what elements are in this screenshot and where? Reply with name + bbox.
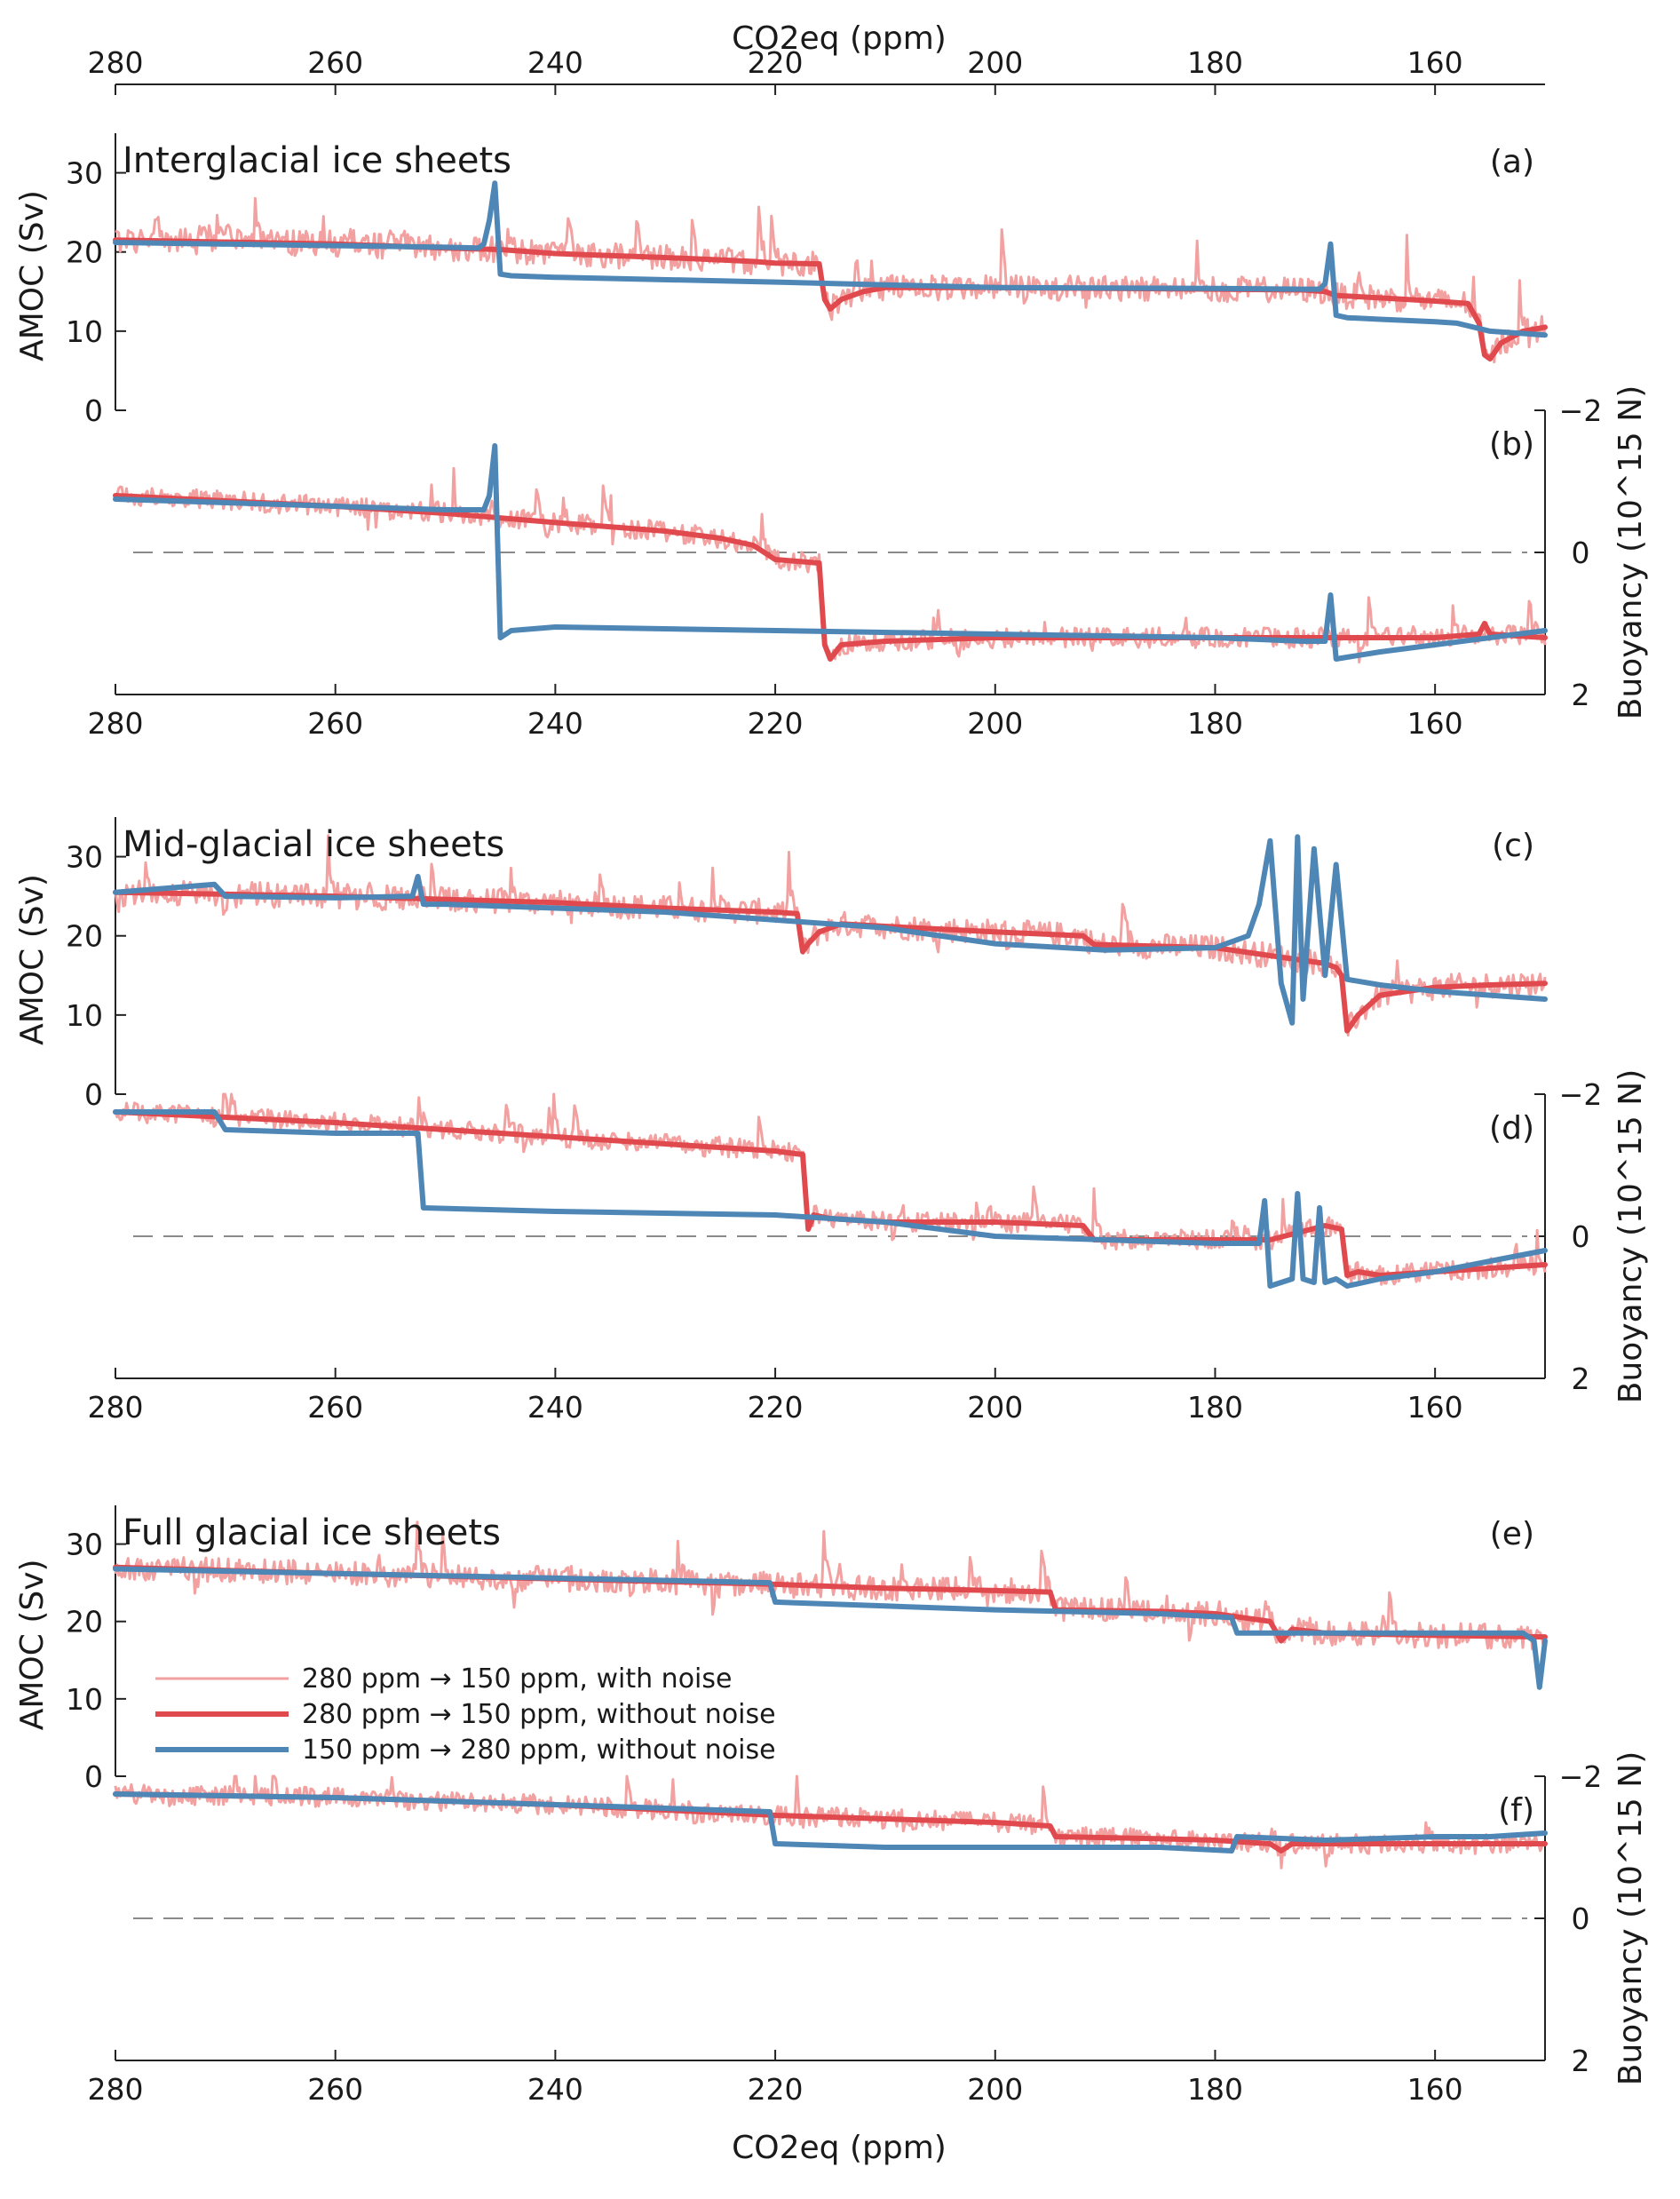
x-tick-label: 220 — [748, 706, 804, 741]
x-tick-label: 160 — [1407, 1390, 1463, 1425]
y-tick-label: 2 — [1572, 2044, 1590, 2078]
y-tick-label: 2 — [1572, 678, 1590, 712]
series-backward-line — [113, 443, 1548, 662]
series-forward-line — [113, 889, 1548, 1034]
series-backward-line — [113, 834, 1548, 1026]
series-backward-line — [113, 1566, 1548, 1690]
panel-letter: (f) — [1498, 1792, 1534, 1829]
series-forward-line — [113, 1109, 1548, 1278]
panel-d: −2 0 2 280 260 240 220 200 180 160 Buoyancy (10^15… — [88, 1069, 1650, 1425]
y-tick-label: 0 — [1572, 1901, 1590, 1936]
legend-label-noise: 280 ppm → 150 ppm, with noise — [302, 1663, 732, 1695]
series-backward-line — [113, 1791, 1548, 1854]
x-tick-label: 280 — [88, 706, 144, 741]
y-axis-title: Buoyancy (10^15 N) — [1613, 385, 1649, 720]
y-tick-label: 30 — [66, 1528, 103, 1562]
y-axis-title: AMOC (Sv) — [14, 874, 51, 1045]
series-forward-line — [113, 493, 1548, 662]
y-axis-title: AMOC (Sv) — [14, 190, 51, 361]
y-tick-label: 10 — [66, 998, 103, 1033]
series-backward-line — [113, 180, 1548, 338]
x-tick-label: 240 — [527, 2072, 583, 2107]
y-axis-title: Buoyancy (10^15 N) — [1613, 1069, 1649, 1404]
x-tick-label: 260 — [307, 706, 363, 741]
y-tick-label: 0 — [84, 1759, 103, 1794]
y-tick-label: 0 — [84, 393, 103, 428]
x-tick-label: 200 — [967, 706, 1023, 741]
x-tick-label: 200 — [967, 1390, 1023, 1425]
x-tick-label: 160 — [1407, 2072, 1463, 2107]
y-tick-label: −2 — [1559, 1759, 1603, 1794]
x-tick-label: 180 — [1187, 706, 1243, 741]
panel-e: 0 10 20 30 AMOC (Sv) Full glacial ice sheets (… — [14, 1505, 1548, 1794]
x-tick-label: 220 — [748, 1390, 804, 1425]
x-tick-label: 240 — [527, 706, 583, 741]
top-x-tick-label: 180 — [1187, 45, 1243, 80]
bottom-x-axis-title: CO2eq (ppm) — [732, 2130, 947, 2166]
y-tick-label: 10 — [66, 1682, 103, 1717]
top-x-tick-label: 200 — [967, 45, 1023, 80]
x-tick-label: 200 — [967, 2072, 1023, 2107]
y-tick-label: 0 — [1572, 536, 1590, 570]
panel-title: Interglacial ice sheets — [123, 140, 511, 181]
series-with-noise-line — [114, 1520, 1547, 1651]
legend: 280 ppm → 150 ppm, with noise 280 ppm → 1… — [155, 1663, 776, 1766]
x-tick-label: 160 — [1407, 706, 1463, 741]
top-co2-axis: 280 260 240 220 200 180 160 — [88, 45, 1545, 95]
y-axis-title: AMOC (Sv) — [14, 1559, 51, 1730]
panel-title: Full glacial ice sheets — [123, 1512, 501, 1553]
y-tick-label: 20 — [66, 235, 103, 270]
y-tick-label: −2 — [1559, 1077, 1603, 1112]
panel-letter: (e) — [1490, 1516, 1534, 1552]
panel-a: 0 10 20 30 AMOC (Sv) Interglacial ice sheets (… — [14, 133, 1548, 428]
y-tick-label: 10 — [66, 314, 103, 349]
panel-letter: (c) — [1492, 828, 1534, 864]
panel-letter: (a) — [1490, 144, 1534, 180]
x-tick-label: 260 — [307, 2072, 363, 2107]
x-tick-label: 220 — [748, 2072, 804, 2107]
y-tick-label: 30 — [66, 840, 103, 875]
x-tick-label: 260 — [307, 1390, 363, 1425]
y-tick-label: 20 — [66, 919, 103, 954]
x-tick-label: 180 — [1187, 1390, 1243, 1425]
top-x-tick-label: 160 — [1407, 45, 1463, 80]
top-x-tick-label: 280 — [88, 45, 144, 80]
x-tick-label: 280 — [88, 1390, 144, 1425]
y-tick-label: 2 — [1572, 1361, 1590, 1396]
x-tick-label: 240 — [527, 1390, 583, 1425]
y-tick-label: 30 — [66, 156, 103, 191]
panel-b: −2 0 2 280 260 240 220 200 180 160 Buoyancy (10^15… — [88, 385, 1650, 741]
panel-c: 0 10 20 30 AMOC (Sv) Mid-glacial ice sheets (c… — [14, 817, 1548, 1112]
panel-letter: (b) — [1489, 426, 1534, 463]
top-x-tick-label: 240 — [527, 45, 583, 80]
legend-label-forward: 280 ppm → 150 ppm, without noise — [302, 1699, 776, 1730]
legend-label-backward: 150 ppm → 280 ppm, without noise — [302, 1735, 776, 1766]
y-tick-label: 20 — [66, 1605, 103, 1639]
series-with-noise-line — [115, 196, 1547, 364]
y-tick-label: −2 — [1559, 393, 1603, 428]
top-x-axis-title: CO2eq (ppm) — [732, 20, 947, 57]
top-x-tick-label: 220 — [748, 45, 804, 80]
panel-letter: (d) — [1489, 1110, 1534, 1147]
y-tick-label: 0 — [84, 1077, 103, 1112]
top-x-tick-label: 260 — [307, 45, 363, 80]
y-axis-title: Buoyancy (10^15 N) — [1613, 1751, 1649, 2086]
x-tick-label: 180 — [1187, 2072, 1243, 2107]
series-backward-line — [113, 1109, 1548, 1289]
series-with-noise-line — [114, 1774, 1547, 1870]
panel-f: −2 0 2 280 260 240 220 200 180 160 Buoyancy (10^15… — [88, 1751, 1650, 2107]
y-tick-label: 0 — [1572, 1219, 1590, 1254]
x-tick-label: 280 — [88, 2072, 144, 2107]
series-with-noise-line — [114, 1092, 1547, 1286]
panel-title: Mid-glacial ice sheets — [123, 824, 504, 865]
